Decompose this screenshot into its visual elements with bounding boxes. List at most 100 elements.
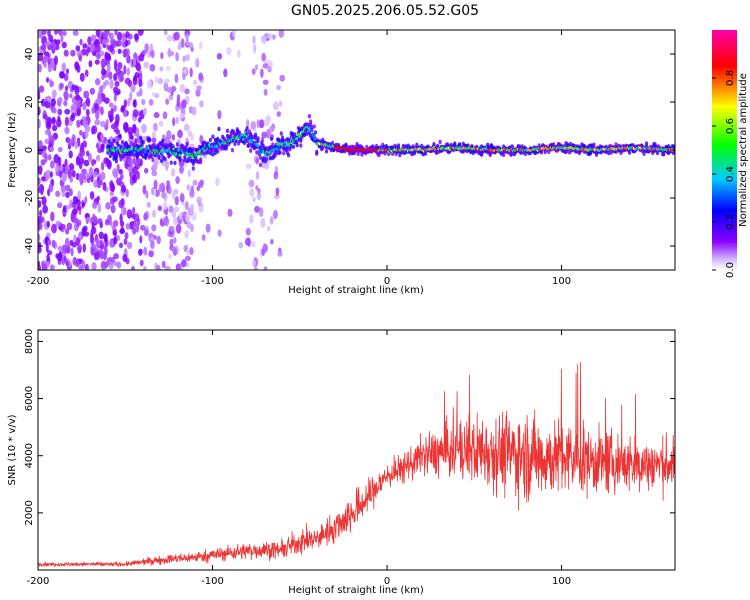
heatmap-noise-cell [132, 99, 137, 105]
heatmap-noise-cell [38, 233, 41, 242]
heatmap-noise-cell [141, 49, 147, 55]
heatmap-noise-cell [56, 252, 63, 262]
heatmap-noise-cell [162, 111, 168, 120]
heatmap-noise-cell [119, 220, 125, 228]
heatmap-ridge-halo [185, 141, 189, 147]
heatmap-noise-cell [85, 172, 90, 179]
heatmap-noise-cell [91, 125, 98, 135]
heatmap-noise-cell [65, 191, 70, 199]
heatmap-noise-cell [75, 156, 81, 166]
heatmap-noise-cell [95, 110, 100, 120]
heatmap-ridge-halo [254, 132, 258, 138]
heatmap-noise-cell [249, 188, 255, 197]
heatmap-ridge-halo [199, 159, 203, 165]
heatmap-noise-cell [132, 207, 136, 215]
heatmap-noise-cell [175, 52, 179, 62]
heatmap-noise-cell [96, 53, 102, 59]
heatmap-noise-cell [57, 245, 63, 252]
heatmap-ridge-halo [324, 149, 329, 154]
heatmap-noise-cell [94, 78, 101, 86]
heatmap-noise-cell [176, 94, 181, 102]
heatmap-noise-cell [66, 222, 73, 231]
heatmap-noise-cell [104, 79, 110, 86]
heatmap-noise-cell [87, 36, 92, 45]
heatmap-noise-cell [81, 201, 86, 208]
heatmap-noise-cell [124, 232, 129, 240]
heatmap-noise-cell [74, 258, 80, 268]
heatmap-ridge-halo [163, 156, 167, 162]
heatmap-noise-cell [184, 201, 189, 211]
heatmap-noise-cell [99, 244, 105, 250]
heatmap-noise-cell [95, 238, 101, 249]
heatmap-noise-cell [90, 159, 95, 167]
heatmap-noise-cell [92, 201, 98, 209]
heatmap-noise-cell [50, 98, 57, 107]
heatmap-noise-cell [71, 169, 76, 178]
heatmap-noise-cell [101, 38, 108, 45]
spectrogram-y-tick-label: 40 [24, 48, 35, 61]
heatmap-noise-cell [47, 239, 52, 246]
heatmap-noise-cell [93, 171, 98, 178]
heatmap-noise-cell [94, 103, 99, 110]
heatmap-ridge-halo [131, 152, 136, 158]
heatmap-noise-cell [70, 114, 76, 122]
heatmap-ridge-halo [331, 140, 335, 146]
heatmap-noise-cell [125, 31, 130, 38]
heatmap-noise-cell [245, 227, 251, 236]
heatmap-ridge-core [264, 154, 267, 158]
heatmap-noise-cell [174, 73, 179, 84]
heatmap-noise-cell [269, 216, 274, 225]
heatmap-noise-cell [57, 146, 63, 153]
heatmap-noise-cell [149, 63, 156, 72]
heatmap-noise-cell [169, 225, 175, 232]
heatmap-noise-cell [101, 74, 105, 81]
heatmap-ridge-halo [249, 148, 253, 153]
heatmap-noise-cell [61, 62, 67, 73]
colorbar-label: Normalized spectral amplitude [738, 73, 749, 227]
heatmap-noise-cell [63, 90, 69, 101]
heatmap-noise-cell [94, 44, 101, 53]
heatmap-noise-cell [181, 99, 187, 109]
heatmap-noise-cell [275, 187, 280, 196]
heatmap-noise-cell [254, 205, 260, 213]
heatmap-ridge-halo [186, 158, 190, 163]
heatmap-ridge-halo [298, 127, 302, 132]
heatmap-noise-cell [61, 244, 68, 255]
heatmap-noise-cell [132, 157, 136, 165]
heatmap-noise-cell [119, 173, 124, 180]
heatmap-noise-cell [41, 145, 47, 151]
heatmap-noise-cell [97, 91, 102, 98]
heatmap-noise-cell [53, 107, 57, 114]
heatmap-noise-cell [44, 153, 48, 163]
heatmap-noise-cell [188, 41, 194, 50]
heatmap-noise-cell [85, 108, 90, 117]
heatmap-noise-cell [185, 33, 189, 44]
heatmap-noise-cell [72, 30, 79, 37]
heatmap-ridge-halo [175, 142, 179, 147]
heatmap-ridge-halo [216, 136, 220, 142]
heatmap-noise-cell [252, 196, 256, 203]
heatmap-noise-cell [278, 30, 285, 38]
heatmap-noise-cell [71, 134, 76, 143]
heatmap-noise-cell [153, 112, 160, 119]
heatmap-ridge-halo [453, 141, 457, 146]
heatmap-noise-cell [175, 263, 181, 270]
heatmap-noise-cell [237, 49, 241, 58]
heatmap-noise-cell [91, 50, 97, 57]
heatmap-noise-cell [255, 170, 260, 180]
heatmap-noise-cell [186, 184, 191, 191]
heatmap-ridge-halo [539, 150, 544, 155]
heatmap-noise-cell [74, 94, 81, 101]
heatmap-ridge-halo [642, 151, 646, 156]
heatmap-ridge-core [172, 147, 176, 151]
heatmap-noise-cell [154, 76, 159, 83]
heatmap-noise-cell [191, 106, 197, 116]
spectrogram-heatmap [38, 30, 675, 270]
heatmap-noise-cell [70, 49, 76, 57]
heatmap-ridge-halo [488, 151, 492, 156]
heatmap-noise-cell [79, 38, 83, 46]
spectrogram-x-tick-label: 100 [552, 276, 571, 287]
heatmap-ridge-halo [269, 136, 274, 142]
heatmap-ridge-halo [299, 143, 303, 148]
heatmap-ridge-core [260, 147, 264, 151]
